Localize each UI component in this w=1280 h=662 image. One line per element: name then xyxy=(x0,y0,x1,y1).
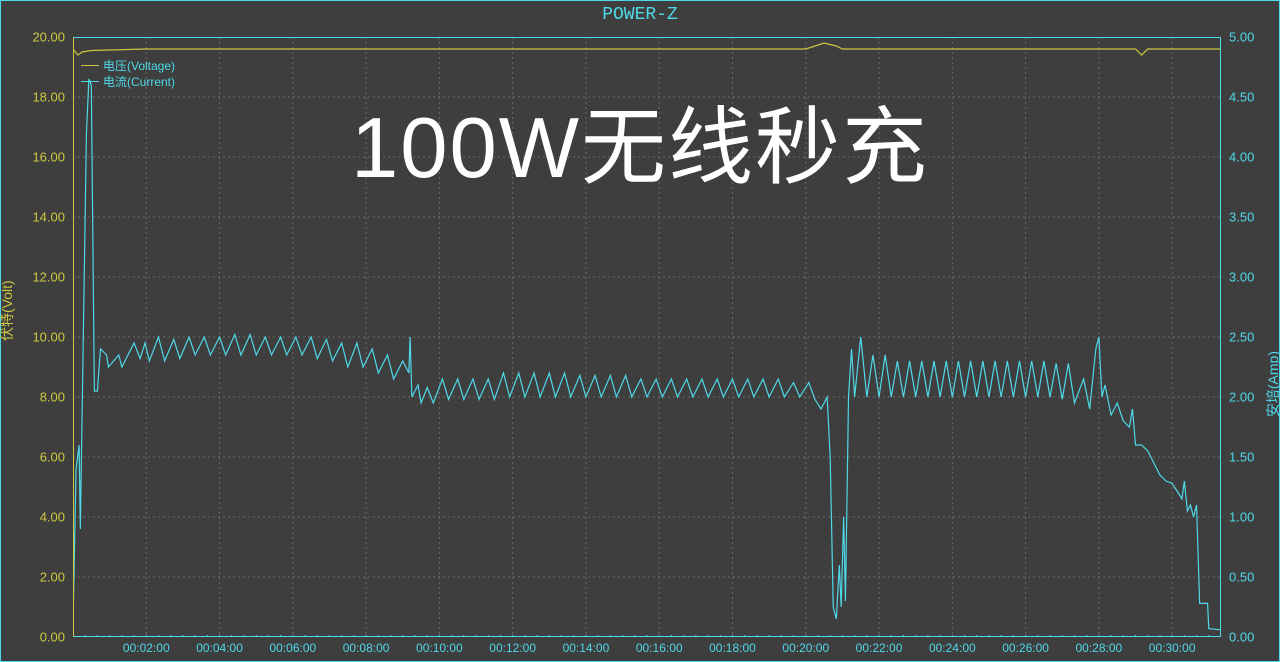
x-tick: 00:08:00 xyxy=(343,641,390,655)
x-tick: 00:22:00 xyxy=(856,641,903,655)
y-right-tick: 1.50 xyxy=(1229,450,1254,465)
y-left-tick: 10.00 xyxy=(32,330,65,345)
x-ticks: 00:02:00 00:04:00 00:06:00 00:08:00 00:10:00… xyxy=(73,641,1221,661)
y-right-tick: 3.00 xyxy=(1229,270,1254,285)
x-tick: 00:10:00 xyxy=(416,641,463,655)
x-tick: 00:04:00 xyxy=(196,641,243,655)
y-left-tick: 14.00 xyxy=(32,210,65,225)
x-tick: 00:30:00 xyxy=(1149,641,1196,655)
y-left-tick: 0.00 xyxy=(40,630,65,645)
y-right-tick: 1.00 xyxy=(1229,510,1254,525)
y-left-tick: 12.00 xyxy=(32,270,65,285)
y-right-tick: 5.00 xyxy=(1229,30,1254,45)
x-tick: 00:18:00 xyxy=(709,641,756,655)
legend-voltage: 电压(Voltage) xyxy=(81,57,175,73)
x-tick: 00:28:00 xyxy=(1076,641,1123,655)
y-left-tick: 8.00 xyxy=(40,390,65,405)
x-tick: 00:20:00 xyxy=(782,641,829,655)
x-tick: 00:12:00 xyxy=(489,641,536,655)
y-left-tick: 4.00 xyxy=(40,510,65,525)
y-left-axis-label: 伏特(Volt) xyxy=(0,280,17,341)
y-left-tick: 6.00 xyxy=(40,450,65,465)
x-tick: 00:14:00 xyxy=(563,641,610,655)
x-tick: 00:26:00 xyxy=(1002,641,1049,655)
x-tick: 00:16:00 xyxy=(636,641,683,655)
y-right-tick: 3.50 xyxy=(1229,210,1254,225)
x-tick: 00:02:00 xyxy=(123,641,170,655)
chart-container: POWER-Z 伏特(Volt) 安培(Amp) 20.0018.0016.00… xyxy=(0,0,1280,662)
y-right-tick: 0.00 xyxy=(1229,630,1254,645)
chart-title: POWER-Z xyxy=(1,5,1279,25)
y-left-tick: 2.00 xyxy=(40,570,65,585)
x-tick: 00:24:00 xyxy=(929,641,976,655)
x-tick: 00:06:00 xyxy=(269,641,316,655)
y-left-tick: 20.00 xyxy=(32,30,65,45)
legend-voltage-label: 电压(Voltage) xyxy=(103,57,175,74)
y-right-tick: 2.50 xyxy=(1229,330,1254,345)
legend-voltage-line xyxy=(81,65,99,66)
y-right-tick: 0.50 xyxy=(1229,570,1254,585)
overlay-caption: 100W无线秒充 xyxy=(1,79,1279,202)
y-right-tick: 2.00 xyxy=(1229,390,1254,405)
